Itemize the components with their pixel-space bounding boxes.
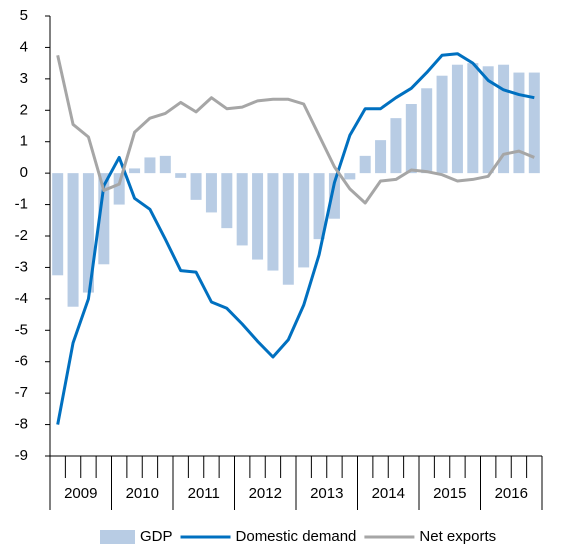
y-tick-label: -9 — [15, 447, 28, 464]
y-tick-label: -7 — [15, 384, 28, 401]
y-tick-label: -6 — [15, 353, 28, 370]
bar — [144, 157, 156, 174]
bar — [129, 168, 141, 174]
y-tick-label: -5 — [15, 321, 28, 338]
x-tick-label: 2010 — [126, 485, 159, 502]
y-tick-label: -8 — [15, 416, 28, 433]
bar — [298, 173, 310, 268]
bar — [528, 72, 540, 174]
bar — [159, 155, 171, 174]
bar — [190, 173, 202, 200]
x-tick-label: 2016 — [495, 485, 528, 502]
bar — [205, 173, 217, 213]
bar — [421, 88, 433, 174]
y-tick-label: -4 — [15, 290, 28, 307]
bar — [359, 155, 371, 174]
y-tick-label: -3 — [15, 258, 28, 275]
bar — [313, 173, 325, 240]
bar — [98, 173, 110, 265]
bar — [436, 75, 448, 174]
bar — [451, 64, 463, 174]
legend-label: GDP — [140, 528, 173, 545]
bar — [67, 173, 79, 307]
bar — [498, 64, 510, 174]
bar — [113, 173, 125, 205]
bar — [467, 63, 479, 174]
bar — [267, 173, 279, 271]
bar — [390, 118, 402, 174]
legend-label: Net exports — [419, 528, 496, 545]
bar — [236, 173, 248, 246]
bar — [82, 173, 94, 293]
legend-swatch — [100, 530, 135, 544]
legend-label: Domestic demand — [236, 528, 357, 545]
x-tick-label: 2009 — [64, 485, 97, 502]
bar — [328, 173, 340, 219]
bar — [52, 173, 64, 276]
bar — [252, 173, 264, 260]
bar — [344, 173, 356, 180]
bar — [282, 173, 294, 285]
line-series — [56, 54, 535, 205]
x-tick-label: 2015 — [433, 485, 466, 502]
line-series — [56, 52, 535, 425]
y-tick-label: -2 — [15, 227, 28, 244]
bar — [175, 173, 187, 178]
x-tick-label: 2014 — [372, 485, 405, 502]
y-tick-label: 4 — [20, 38, 28, 55]
y-tick-label: 5 — [20, 7, 28, 24]
bar — [513, 72, 525, 174]
bar — [405, 104, 417, 174]
y-tick-label: 3 — [20, 70, 28, 87]
bar — [221, 173, 233, 229]
x-tick-label: 2012 — [249, 485, 282, 502]
y-tick-label: 2 — [20, 101, 28, 118]
y-tick-label: -1 — [15, 196, 28, 213]
bar — [482, 66, 494, 174]
x-tick-label: 2011 — [188, 485, 220, 502]
x-tick-label: 2013 — [310, 485, 343, 502]
y-tick-label: 0 — [20, 164, 28, 181]
y-tick-label: 1 — [20, 133, 28, 150]
bar — [375, 140, 387, 174]
